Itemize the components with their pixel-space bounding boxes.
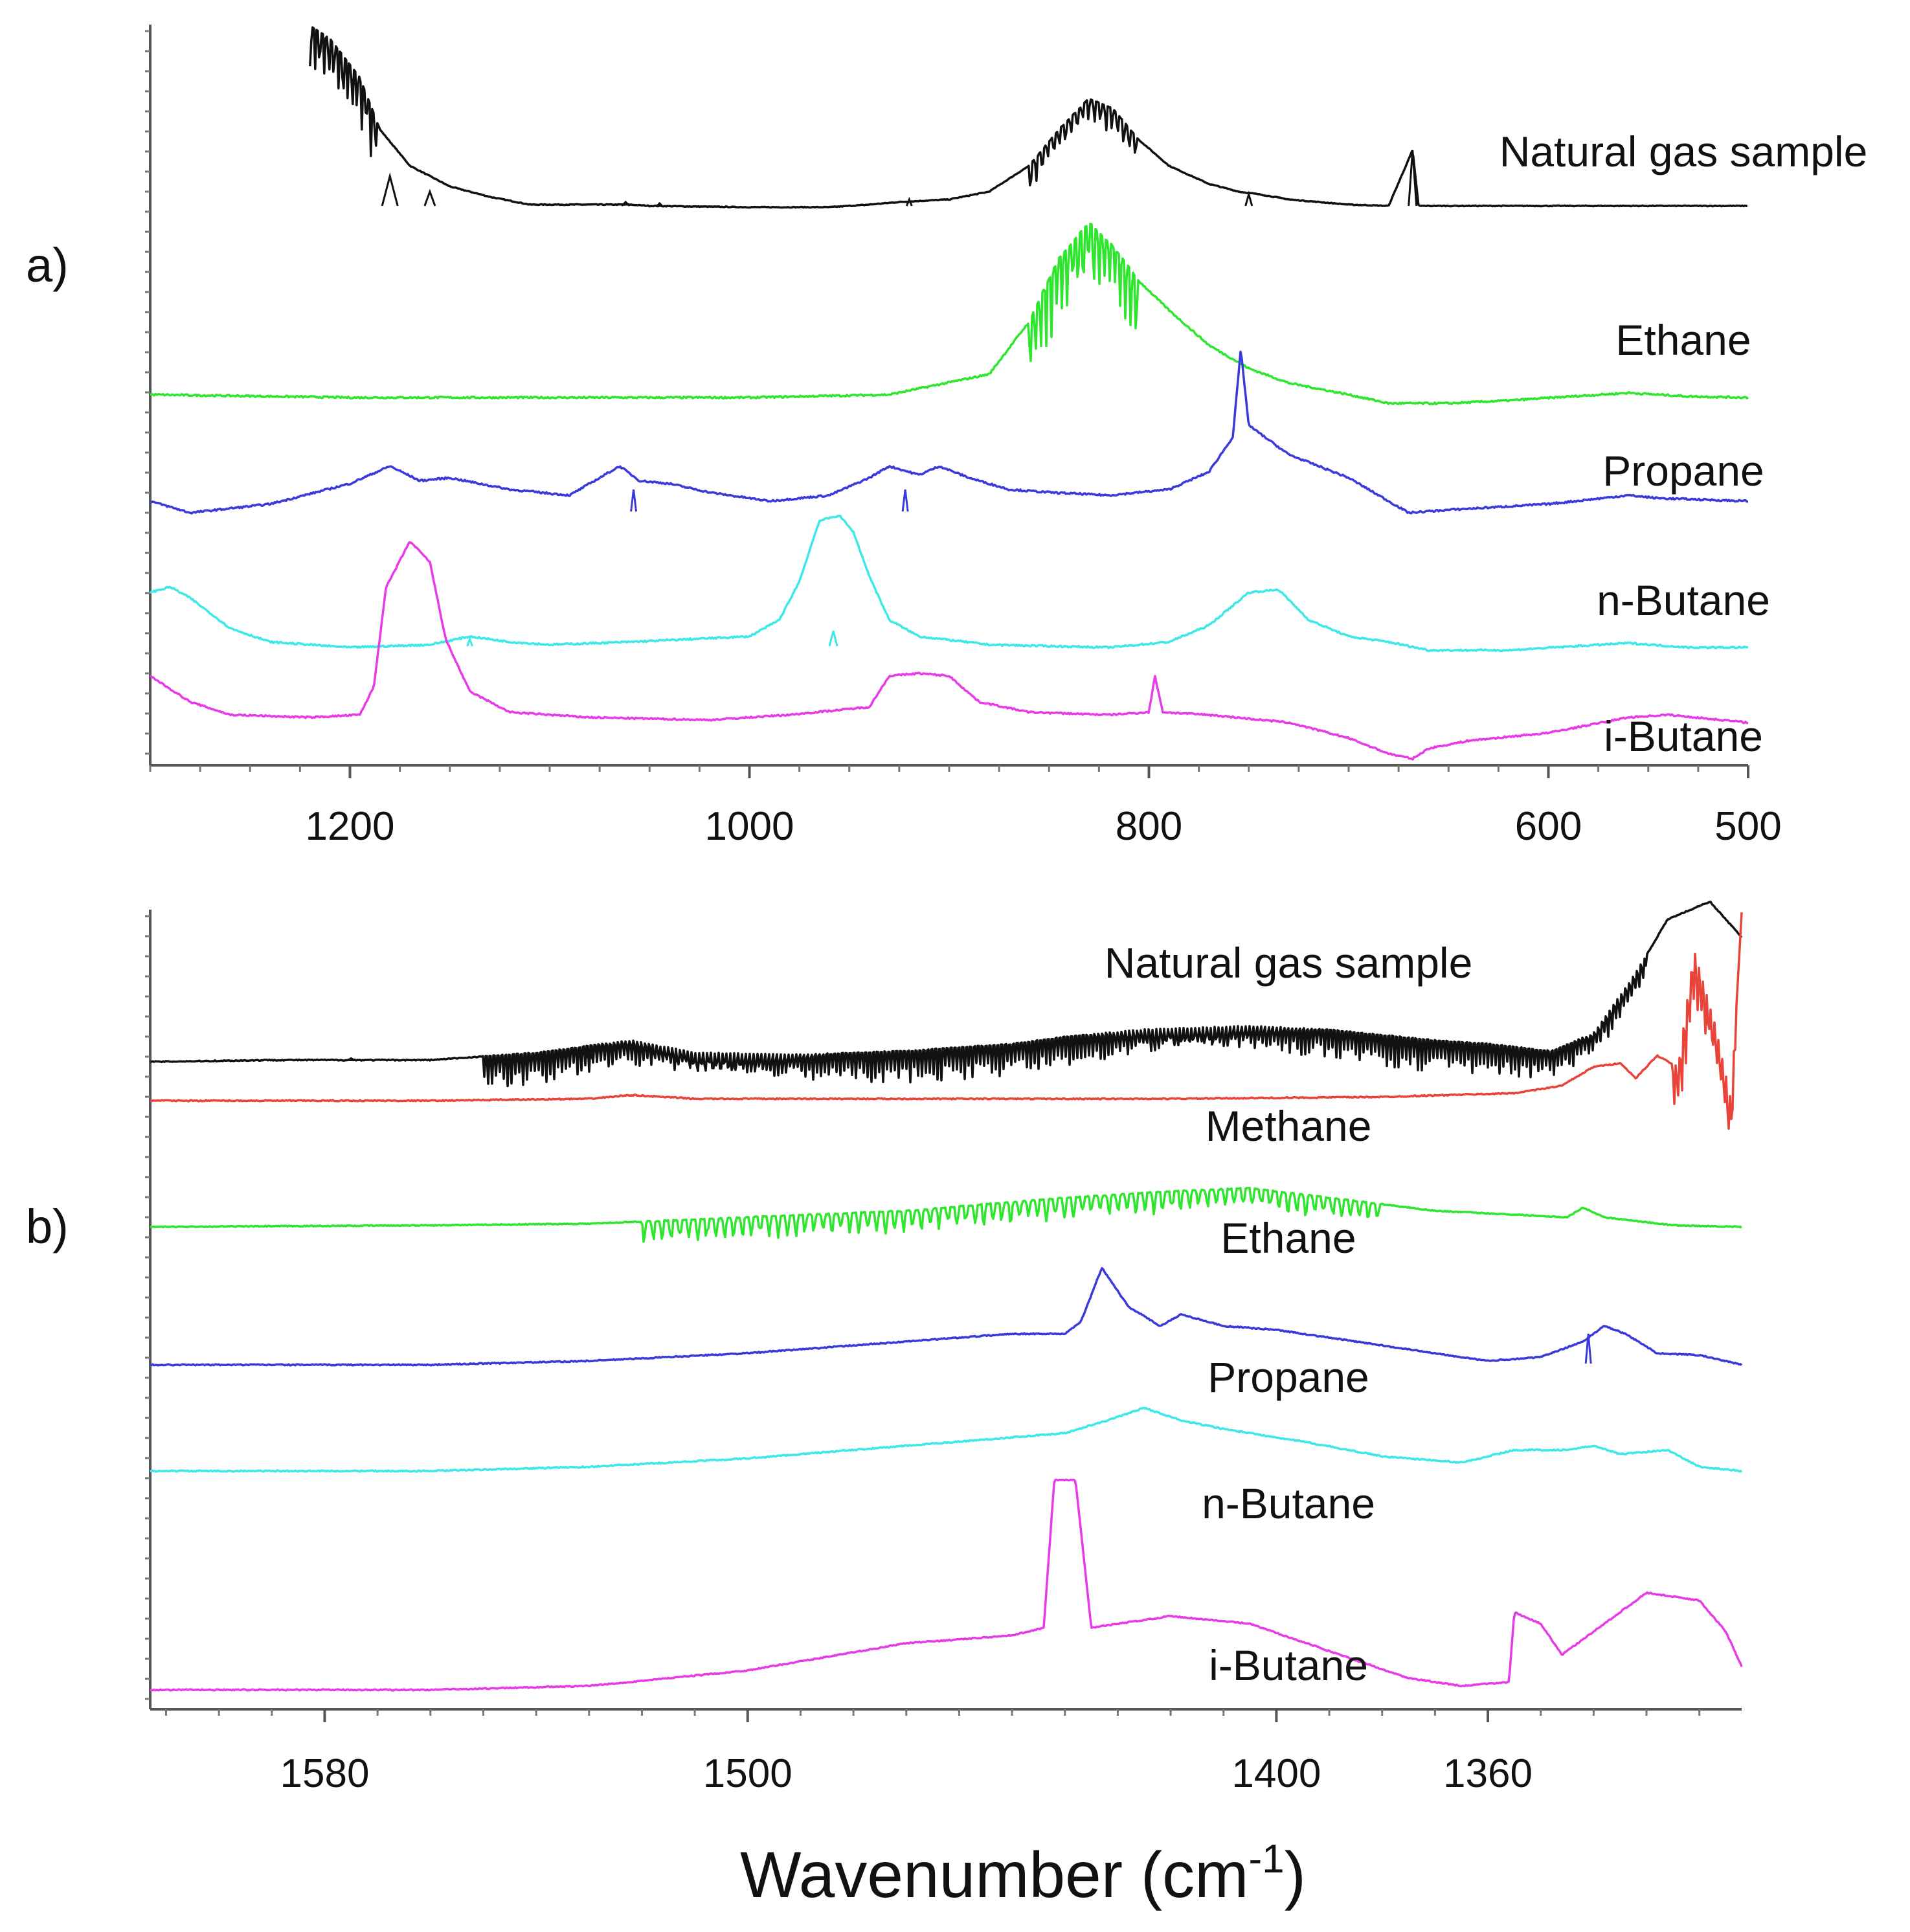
trace-peak — [1408, 150, 1418, 207]
trace-label-i-butane: i-Butane — [1604, 712, 1763, 760]
panel-a-traces — [149, 26, 1749, 761]
panel-a-y-minor-ticks — [145, 30, 150, 755]
panel-b-trace-labels: Natural gas sample Methane Ethane Propane n-… — [1105, 939, 1473, 1689]
panel-b-traces — [150, 901, 1743, 1692]
x-tick-label: 1360 — [1443, 1751, 1533, 1796]
trace-label-propane: Propane — [1602, 447, 1764, 495]
x-tick-label: 1000 — [705, 804, 794, 849]
trace-label-methane: Methane — [1206, 1102, 1372, 1150]
panel-a: a) 1200 1000 800 600 500 Natural gas sample E… — [26, 25, 1867, 849]
x-tick-label: 1580 — [280, 1751, 370, 1796]
trace-natural-gas-sample — [309, 26, 1748, 209]
trace-ethane — [150, 222, 1749, 406]
trace-methane — [150, 912, 1743, 1130]
trace-n-butane — [150, 1406, 1743, 1473]
trace-label-natural-gas-sample: Natural gas sample — [1500, 128, 1868, 175]
trace-i-butane — [149, 541, 1749, 761]
x-tick-label: 500 — [1714, 804, 1781, 849]
panel-a-trace-labels: Natural gas sample Ethane Propane n-Butane i… — [1500, 128, 1868, 760]
x-axis-title-superscript: -1 — [1248, 1837, 1284, 1881]
x-tick-label: 1400 — [1231, 1751, 1321, 1796]
panel-b-y-minor-ticks — [145, 915, 150, 1700]
trace-peak — [656, 201, 663, 207]
trace-peak — [1244, 190, 1253, 207]
trace-peak — [828, 631, 838, 647]
panel-b-label: b) — [26, 1200, 69, 1253]
trace-peak — [905, 196, 913, 207]
trace-ethane — [150, 1186, 1742, 1243]
trace-propane — [150, 1266, 1743, 1367]
trace-label-natural-gas-sample: Natural gas sample — [1105, 939, 1473, 987]
x-tick-label: 600 — [1515, 804, 1582, 849]
panel-b: b) 1580 1500 1400 1360 Natural gas sample Me… — [26, 901, 1743, 1911]
trace-peak — [1584, 1333, 1592, 1364]
x-axis-title-text: Wavenumber (cm — [740, 1839, 1248, 1911]
trace-label-n-butane: n-Butane — [1597, 576, 1770, 624]
trace-i-butane — [150, 1478, 1743, 1692]
x-tick-label: 1200 — [306, 804, 395, 849]
trace-peak — [630, 489, 638, 512]
panel-b-x-ticks: 1580 1500 1400 1360 — [164, 1709, 1701, 1796]
trace-label-n-butane: n-Butane — [1202, 1479, 1375, 1527]
trace-natural-gas-sample — [150, 901, 1743, 1088]
trace-peak — [381, 172, 399, 207]
trace-peak — [346, 1057, 356, 1062]
trace-label-i-butane: i-Butane — [1209, 1641, 1368, 1689]
trace-label-propane: Propane — [1208, 1353, 1369, 1401]
trace-peak — [584, 1048, 594, 1061]
trace-peak — [423, 188, 436, 207]
x-axis-title: Wavenumber (cm-1) — [740, 1837, 1306, 1911]
panel-a-x-ticks: 1200 1000 800 600 500 — [149, 765, 1782, 849]
trace-n-butane — [149, 514, 1749, 653]
x-tick-label: 1500 — [703, 1751, 792, 1796]
trace-label-ethane: Ethane — [1615, 316, 1751, 364]
trace-peak — [621, 200, 631, 207]
x-axis-title-close: ) — [1285, 1839, 1306, 1911]
trace-peak — [901, 489, 909, 512]
x-tick-label: 800 — [1116, 804, 1182, 849]
trace-peak — [466, 636, 474, 647]
trace-label-ethane: Ethane — [1220, 1214, 1356, 1262]
trace-propane — [150, 350, 1749, 515]
panel-a-label: a) — [26, 238, 69, 292]
